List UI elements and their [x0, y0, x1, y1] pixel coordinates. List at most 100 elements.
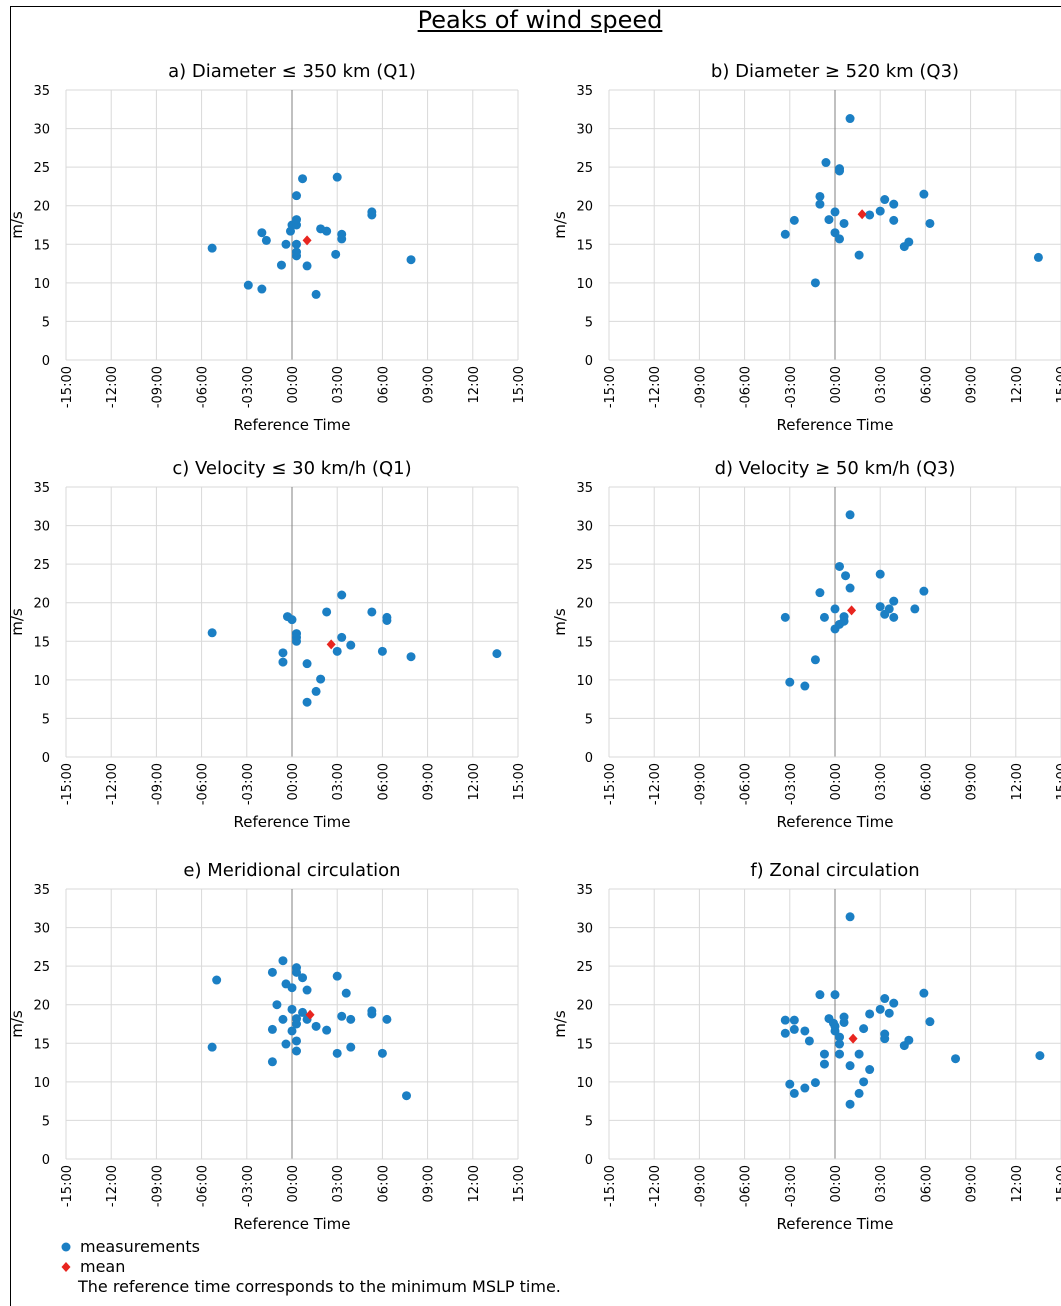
measurement-point [780, 612, 790, 622]
x-tick-label: 03:00 [331, 1165, 346, 1202]
y-tick-label: 15 [576, 1037, 593, 1052]
measurement-point [287, 615, 297, 625]
legend-mean-diamond [61, 1262, 71, 1272]
x-tick-label: -12:00 [648, 366, 663, 408]
y-tick-label: 25 [33, 558, 50, 573]
chart-title: e) Meridional circulation [183, 860, 400, 881]
measurement-point [904, 1035, 914, 1045]
measurement-point [332, 971, 342, 981]
x-axis-label: Reference Time [776, 416, 893, 434]
measurement-point [298, 973, 308, 983]
measurement-point [287, 983, 297, 993]
legend-mean-label: mean [80, 1257, 126, 1276]
measurement-point [292, 1046, 302, 1056]
mean-point [302, 235, 312, 246]
measurement-point [919, 586, 929, 596]
measurement-point [267, 967, 277, 977]
mean-point [326, 639, 336, 650]
x-tick-label: 00:00 [829, 763, 844, 800]
measurement-point [789, 1015, 799, 1025]
x-tick-label: -15:00 [603, 763, 618, 805]
measurement-point [377, 1048, 387, 1058]
chart-panel-2: b) Diameter ≥ 520 km (Q3) 0 5 10 15 20 25 30 35 -… [551, 61, 1061, 434]
x-tick-label: -12:00 [105, 1165, 120, 1207]
measurement-point [819, 1059, 829, 1069]
mean-point [305, 1009, 315, 1020]
y-tick-label: 15 [33, 1037, 50, 1052]
x-tick-label: -12:00 [105, 763, 120, 805]
y-tick-label: 20 [576, 999, 593, 1014]
measurement-point [316, 674, 326, 684]
measurement-point [292, 191, 302, 201]
legend-measurements: measurements [58, 1237, 561, 1257]
measurement-point [845, 1061, 855, 1071]
x-tick-label: -09:00 [150, 1165, 165, 1207]
x-tick-label: 15:00 [1055, 763, 1061, 800]
y-tick-label: 5 [585, 712, 593, 727]
legend-measurements-label: measurements [80, 1237, 200, 1256]
measurement-point [884, 1008, 894, 1018]
measurement-point [207, 628, 217, 638]
y-tick-label: 20 [33, 999, 50, 1014]
x-tick-label: -15:00 [60, 366, 75, 408]
measurement-point [951, 1054, 961, 1064]
measurement-point [292, 1019, 302, 1029]
x-tick-label: 03:00 [874, 1165, 889, 1202]
measurement-point [278, 1014, 288, 1024]
x-axis-label: Reference Time [776, 813, 893, 831]
measurement-point [207, 243, 217, 253]
measurement-point [257, 228, 267, 238]
measurement-point [311, 289, 321, 299]
x-tick-label: -12:00 [648, 763, 663, 805]
x-tick-label: 12:00 [1010, 366, 1025, 403]
measurement-point [287, 1026, 297, 1036]
y-tick-label: 35 [33, 481, 50, 496]
y-tick-label: 10 [576, 277, 593, 292]
measurement-point [331, 249, 341, 259]
measurement-point [800, 1026, 810, 1036]
x-tick-label: 12:00 [467, 763, 482, 800]
measurement-point [292, 967, 302, 977]
legend-measurements-dot [61, 1242, 71, 1252]
measurement-point [298, 174, 308, 184]
chart-title: d) Velocity ≥ 50 km/h (Q3) [715, 458, 956, 479]
measurement-point [207, 1042, 217, 1052]
x-tick-label: 09:00 [965, 366, 980, 403]
x-tick-label: -06:00 [739, 1165, 754, 1207]
measurement-point [341, 988, 351, 998]
measurement-point [830, 207, 840, 217]
y-tick-label: 35 [576, 883, 593, 898]
y-tick-label: 35 [576, 481, 593, 496]
x-tick-label: 15:00 [512, 366, 527, 403]
x-tick-label: 06:00 [376, 763, 391, 800]
measurement-point [859, 1077, 869, 1087]
y-tick-label: 30 [576, 922, 593, 937]
x-tick-label: 15:00 [1055, 366, 1061, 403]
measurement-point [337, 632, 347, 642]
measurement-point [298, 1007, 308, 1017]
chart-panel-6: f) Zonal circulation 0 5 10 15 20 25 30 35 -15:00… [551, 860, 1061, 1233]
y-tick-label: 20 [576, 200, 593, 215]
measurement-point [302, 985, 312, 995]
measurement-point [789, 1024, 799, 1034]
measurement-point [267, 1024, 277, 1034]
measurement-point [810, 655, 820, 665]
measurement-point [889, 596, 899, 606]
measurement-point [880, 195, 890, 205]
measurement-point [332, 646, 342, 656]
measurement-point [880, 994, 890, 1004]
measurement-point [880, 1034, 890, 1044]
x-tick-label: -06:00 [739, 763, 754, 805]
x-tick-label: -03:00 [784, 366, 799, 408]
measurement-point [261, 235, 271, 245]
measurement-point [889, 199, 899, 209]
measurement-point [302, 261, 312, 271]
measurement-point [278, 657, 288, 667]
measurement-point [346, 1014, 356, 1024]
y-axis-label: m/s [8, 211, 26, 239]
measurement-point [845, 114, 855, 124]
y-axis-label: m/s [551, 608, 569, 636]
y-tick-label: 20 [33, 597, 50, 612]
measurement-point [865, 1065, 875, 1075]
